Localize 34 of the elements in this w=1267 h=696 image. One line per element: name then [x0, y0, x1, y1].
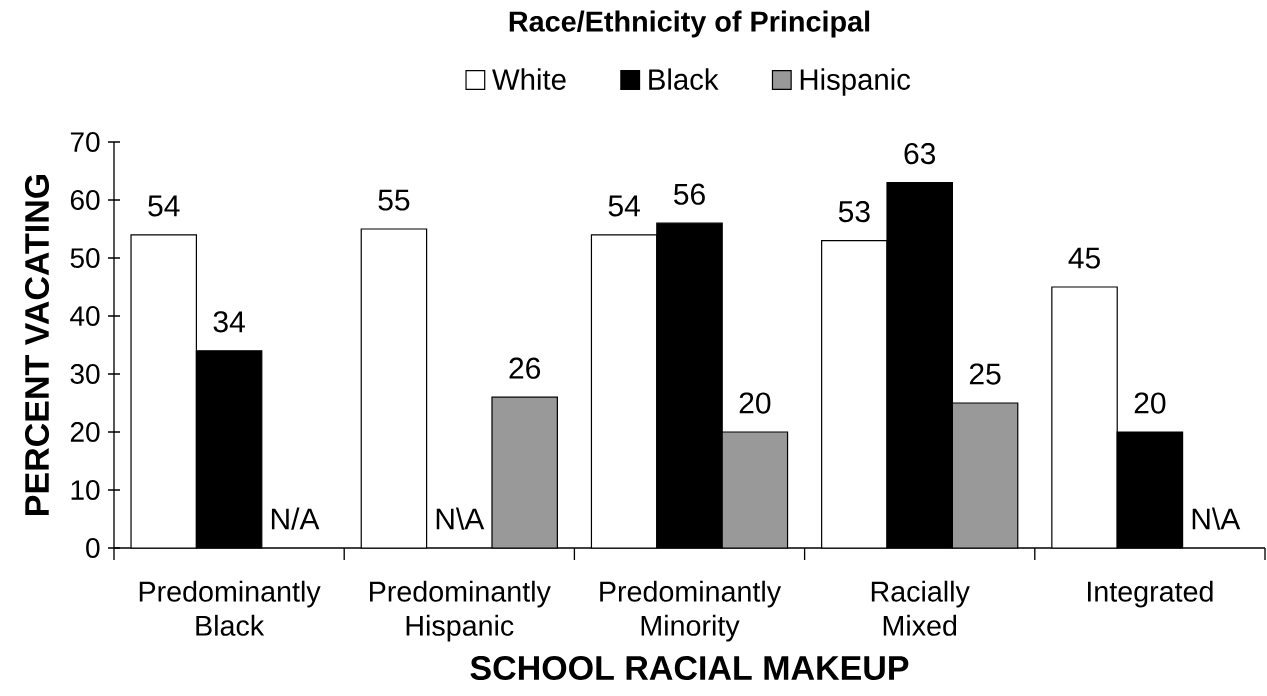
data-label: 53 — [838, 200, 870, 223]
x-tick-label: Predominantly Minority — [600, 580, 782, 642]
legend-label: Black — [649, 68, 719, 90]
y-tick-label: 10 — [71, 480, 100, 500]
x-tick-label: Racially Mixed — [871, 580, 970, 636]
data-label: 20 — [739, 392, 771, 414]
x-tick-label: Predominantly Hispanic — [370, 580, 551, 642]
y-tick-label: 30 — [70, 364, 100, 384]
data-label: 56 — [674, 183, 705, 205]
y-tick-label: 20 — [70, 422, 100, 442]
data-label: 63 — [904, 142, 936, 165]
legend-label: White — [492, 68, 566, 90]
x-axis-title: SCHOOL RACIAL MAKEUP — [470, 655, 909, 681]
text: N\A — [1192, 507, 1241, 530]
y-tick-label: 60 — [70, 190, 100, 210]
data-label: 45 — [1068, 247, 1100, 269]
y-tick-label: 0 — [86, 538, 100, 558]
y-axis-title: PERCENT VACATING — [24, 174, 50, 515]
data-label: 26 — [509, 357, 541, 379]
y-tick-label: 70 — [70, 132, 100, 152]
legend-label: Hispanic — [800, 68, 911, 96]
data-label: 25 — [969, 363, 1001, 385]
text: N\A — [436, 507, 485, 530]
y-tick-label: 40 — [70, 306, 100, 326]
legend-title: Race/Ethnicity of Principal — [509, 10, 870, 38]
x-tick-label: Predominantly Black — [139, 580, 321, 636]
data-label: 54 — [148, 195, 180, 217]
text: N/A — [271, 507, 320, 530]
data-label: 54 — [608, 195, 640, 217]
data-label: 34 — [213, 311, 245, 333]
y-tick-label: 50 — [70, 248, 100, 268]
data-label: 55 — [378, 189, 410, 211]
data-label: 20 — [1134, 392, 1166, 414]
x-tick-label: Integrated — [1088, 580, 1213, 608]
